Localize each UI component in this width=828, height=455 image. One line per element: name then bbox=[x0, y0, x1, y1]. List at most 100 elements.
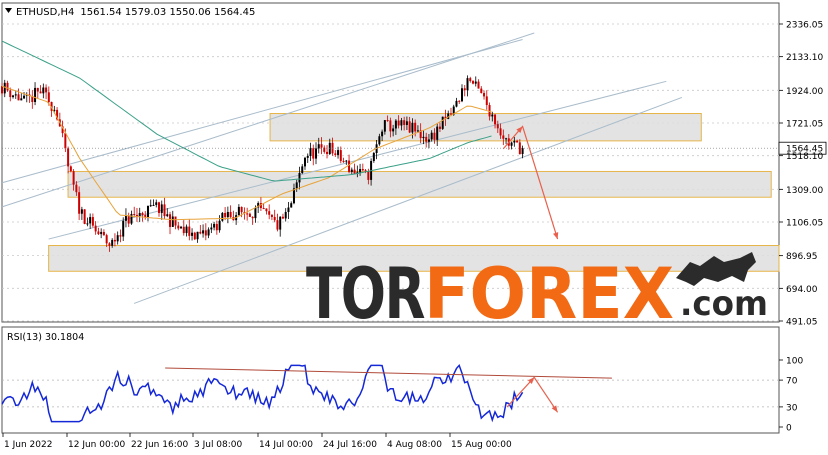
candle-body bbox=[111, 239, 114, 246]
candle-body bbox=[317, 144, 320, 149]
candle-body bbox=[141, 213, 144, 216]
candle-body bbox=[364, 170, 367, 172]
candle-body bbox=[449, 113, 452, 115]
candle-body bbox=[334, 153, 337, 155]
candle-body bbox=[113, 239, 116, 242]
candle-body bbox=[23, 95, 26, 99]
y-tick-label: 1721.05 bbox=[786, 120, 823, 130]
candle-body bbox=[188, 226, 191, 236]
rsi-tick-label: 30 bbox=[786, 403, 798, 413]
candle-body bbox=[218, 220, 221, 231]
candle-body bbox=[312, 148, 315, 159]
y-tick-label: 1106.05 bbox=[786, 219, 823, 229]
candle-body bbox=[510, 142, 513, 146]
candle-body bbox=[160, 204, 163, 213]
rsi-tick-label: 100 bbox=[786, 357, 803, 367]
symbol-label: ETHUSD,H4 bbox=[16, 7, 74, 18]
candle-body bbox=[67, 148, 70, 167]
x-tick-label: 15 Aug 00:00 bbox=[451, 440, 512, 450]
candle-body bbox=[226, 211, 229, 218]
candle-body bbox=[273, 216, 276, 221]
candle-body bbox=[353, 169, 356, 174]
candle-body bbox=[281, 216, 284, 219]
y-tick-label: 2133.10 bbox=[786, 53, 823, 63]
candle-body bbox=[116, 235, 119, 242]
candle-body bbox=[458, 100, 461, 102]
candle-body bbox=[94, 225, 97, 232]
candle-body bbox=[246, 213, 249, 215]
candle-body bbox=[9, 90, 12, 98]
candle-body bbox=[83, 209, 86, 224]
candle-body bbox=[240, 206, 243, 213]
candle-body bbox=[56, 109, 59, 120]
candle-body bbox=[213, 223, 216, 228]
candle-body bbox=[279, 216, 282, 230]
candle-body bbox=[378, 136, 381, 145]
candle-body bbox=[257, 203, 260, 208]
candle-body bbox=[339, 150, 342, 161]
sr-zone bbox=[67, 170, 772, 198]
candle-body bbox=[124, 215, 127, 221]
candle-body bbox=[210, 227, 213, 230]
candle-body bbox=[262, 208, 265, 210]
candle-body bbox=[108, 243, 111, 246]
candle-body bbox=[367, 171, 370, 180]
candle-body bbox=[306, 155, 309, 158]
candle-body bbox=[100, 231, 103, 235]
candle-body bbox=[425, 136, 428, 142]
candle-body bbox=[521, 148, 524, 155]
candle-body bbox=[177, 225, 180, 229]
candle-body bbox=[268, 211, 271, 215]
y-tick-label: 896.95 bbox=[786, 252, 818, 262]
candle-body bbox=[127, 215, 130, 224]
bull-logo-icon bbox=[676, 252, 756, 286]
candle-body bbox=[248, 213, 251, 217]
candle-body bbox=[460, 88, 463, 102]
candle-body bbox=[342, 160, 345, 162]
candle-body bbox=[221, 212, 224, 221]
candle-body bbox=[444, 116, 447, 119]
candle-body bbox=[163, 204, 166, 217]
candle-body bbox=[488, 105, 491, 117]
candle-body bbox=[36, 87, 39, 92]
candle-body bbox=[12, 95, 15, 98]
rsi-pane bbox=[1, 363, 779, 423]
menu-triangle-icon[interactable] bbox=[5, 8, 12, 13]
moving-average-line bbox=[1, 85, 492, 221]
candle-body bbox=[199, 231, 202, 234]
candle-body bbox=[6, 82, 9, 91]
candle-body bbox=[422, 136, 425, 139]
candle-body bbox=[345, 160, 348, 162]
candle-body bbox=[270, 214, 273, 217]
rsi-line bbox=[1, 363, 524, 423]
candle-body bbox=[171, 216, 174, 227]
candle-body bbox=[185, 226, 188, 234]
candle-body bbox=[91, 217, 94, 226]
candle-body bbox=[416, 130, 419, 132]
price-forecast-arrow bbox=[502, 125, 559, 240]
candle-body bbox=[80, 209, 83, 214]
candle-body bbox=[505, 138, 508, 140]
candle-body bbox=[513, 140, 516, 143]
brand-watermark: TOR FOREX .com bbox=[306, 252, 768, 335]
y-tick-label: 2336.05 bbox=[786, 21, 823, 31]
y-tick-label: 1924.00 bbox=[786, 87, 823, 97]
candle-body bbox=[411, 122, 414, 133]
candle-body bbox=[463, 88, 466, 91]
y-tick-label: 1309.00 bbox=[786, 186, 823, 196]
candle-body bbox=[39, 91, 42, 94]
candle-body bbox=[284, 211, 287, 219]
candle-body bbox=[326, 151, 329, 155]
candle-body bbox=[130, 213, 133, 224]
candle-body bbox=[494, 114, 497, 125]
candle-body bbox=[477, 81, 480, 89]
candle-body bbox=[254, 207, 257, 219]
rsi-label: RSI(13) 30.1804 bbox=[7, 332, 84, 343]
candle-body bbox=[403, 120, 406, 125]
candle-body bbox=[138, 213, 141, 216]
candle-body bbox=[392, 128, 395, 132]
candle-body bbox=[474, 81, 477, 84]
candle-body bbox=[133, 213, 136, 215]
candle-body bbox=[158, 202, 161, 213]
candle-body bbox=[204, 230, 207, 236]
